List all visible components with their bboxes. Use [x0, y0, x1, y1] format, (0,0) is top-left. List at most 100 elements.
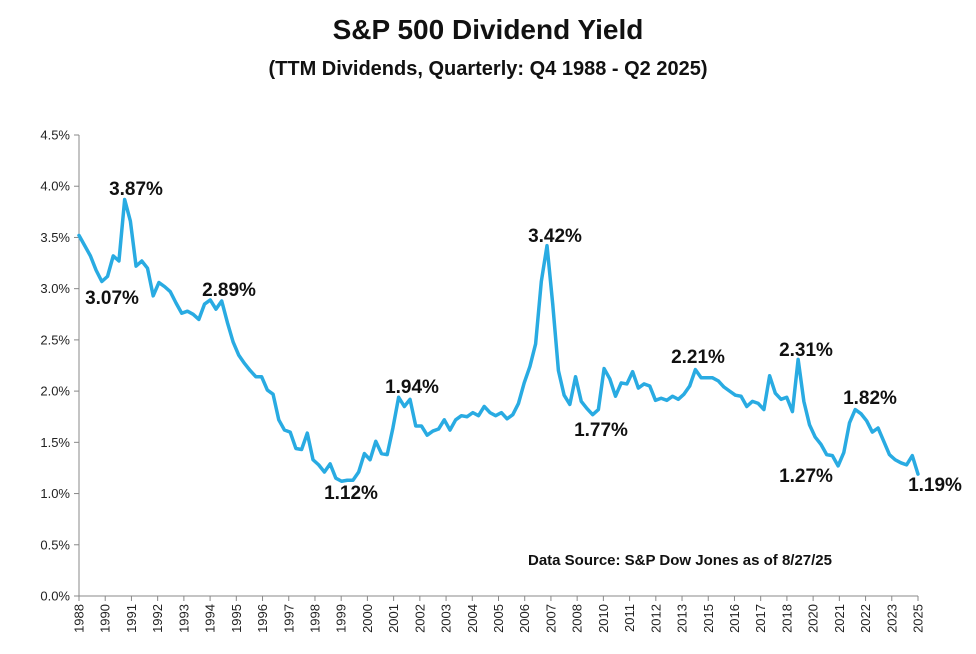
data-point [637, 387, 639, 389]
x-tick-label: 1999 [334, 604, 349, 633]
annotation-label: 3.07% [85, 288, 139, 309]
data-point [392, 427, 394, 429]
data-point [232, 341, 234, 343]
data-point [409, 398, 411, 400]
data-point [603, 367, 605, 370]
x-tick-label: 2005 [491, 604, 506, 633]
data-point [369, 459, 371, 461]
dividend-yield-line [77, 197, 920, 484]
data-point [592, 414, 594, 416]
y-tick-label: 2.5% [40, 332, 70, 347]
x-tick-label: 2023 [884, 604, 899, 633]
data-point [375, 440, 377, 442]
data-point [432, 430, 434, 432]
data-point [734, 394, 736, 396]
data-point [443, 419, 445, 421]
data-point [900, 462, 902, 464]
x-tick-label: 2006 [517, 604, 532, 633]
data-point [506, 418, 508, 420]
data-point [843, 451, 845, 454]
data-point [323, 471, 326, 473]
data-point [877, 427, 879, 429]
annotation-label: 3.42% [528, 226, 582, 247]
data-point [626, 383, 628, 385]
y-tick-label: 3.0% [40, 281, 70, 296]
data-point [112, 255, 114, 257]
data-point [826, 454, 828, 456]
data-point [700, 377, 702, 379]
data-point [141, 260, 143, 262]
data-point [477, 415, 480, 417]
annotation-label: 1.12% [324, 483, 378, 504]
data-point [175, 302, 177, 304]
x-tick-label: 1991 [124, 604, 139, 633]
data-point [84, 245, 86, 247]
data-point [489, 412, 491, 414]
data-point [472, 412, 474, 414]
data-point [426, 434, 428, 436]
x-axis: 1988 1990 1991 1992 1993 1994 1995 1996 1997 1998… [72, 595, 926, 633]
data-point [181, 312, 183, 314]
data-point [124, 198, 126, 201]
data-point [466, 416, 468, 418]
data-point [706, 377, 708, 379]
data-point [495, 415, 497, 417]
annotation-label: 1.27% [779, 466, 833, 487]
data-point [860, 413, 862, 415]
data-point [535, 343, 537, 345]
chart-title: S&P 500 Dividend Yield [332, 14, 644, 45]
x-tick-label: 2003 [439, 604, 454, 633]
x-tick-label: 2002 [412, 604, 427, 633]
x-tick-label: 2018 [779, 604, 794, 633]
data-point [529, 365, 531, 368]
data-point [574, 376, 577, 378]
data-point [894, 459, 896, 461]
data-point [209, 299, 211, 301]
data-point [398, 396, 400, 398]
data-point [300, 448, 303, 451]
data-point [295, 447, 297, 450]
data-point [192, 313, 194, 315]
data-point [580, 400, 582, 402]
data-point [831, 455, 833, 457]
data-point [380, 453, 383, 455]
y-tick-label: 0.5% [40, 537, 70, 552]
data-point [814, 436, 816, 438]
data-point [546, 245, 548, 247]
x-tick-label: 2007 [543, 604, 558, 633]
data-point [632, 371, 634, 373]
data-point [318, 464, 320, 466]
y-tick-label: 3.5% [40, 230, 70, 245]
data-point [363, 453, 365, 455]
data-point [671, 395, 674, 397]
data-point [255, 376, 257, 378]
x-tick-label: 1990 [98, 604, 113, 633]
data-point [78, 234, 80, 236]
data-point [620, 382, 622, 384]
data-point [649, 385, 651, 387]
data-point [569, 403, 571, 406]
annotation-label: 1.94% [385, 377, 439, 398]
data-point [169, 291, 171, 293]
annotations: 3.87% 3.07% 2.89% 1.12% 1.94% 3.42% 1.77% 2.21%… [85, 179, 962, 504]
annotation-label: 1.82% [843, 388, 897, 409]
data-point [335, 477, 337, 479]
data-point [146, 267, 149, 269]
x-tick-label: 1995 [229, 604, 244, 633]
x-tick-label: 1992 [150, 604, 165, 633]
y-tick-label: 4.0% [40, 179, 70, 194]
x-tick-label: 1994 [203, 604, 218, 633]
data-point [694, 369, 697, 371]
data-point [329, 463, 331, 465]
x-tick-label: 2025 [911, 604, 926, 633]
data-point [689, 385, 691, 387]
x-tick-label: 1993 [176, 604, 191, 633]
data-point [312, 459, 314, 461]
data-point [557, 370, 560, 372]
data-point [386, 454, 388, 456]
x-tick-label: 2015 [701, 604, 716, 633]
data-point [289, 431, 291, 433]
data-point [358, 471, 360, 473]
x-tick-label: 2021 [832, 604, 847, 633]
x-tick-label: 2020 [806, 604, 821, 633]
